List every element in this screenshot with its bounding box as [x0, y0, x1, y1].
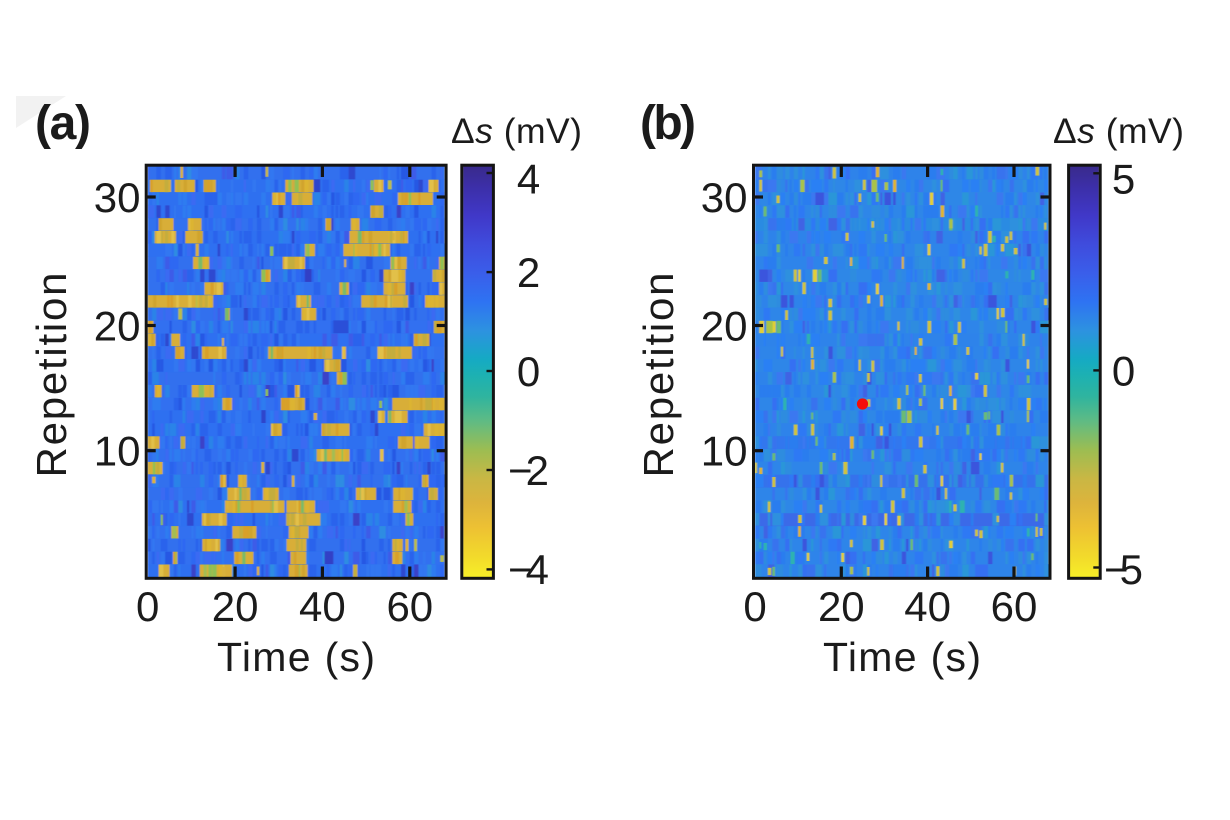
svg-text:0: 0 — [517, 348, 540, 395]
svg-text:−2: −2 — [508, 447, 549, 494]
svg-text:10: 10 — [701, 428, 748, 475]
svg-text:30: 30 — [701, 174, 748, 221]
svg-text:(a): (a) — [35, 97, 91, 150]
svg-text:2: 2 — [517, 249, 540, 296]
svg-text:−5: −5 — [1104, 546, 1143, 593]
svg-text:0: 0 — [743, 583, 766, 630]
svg-text:Repetition: Repetition — [28, 273, 75, 478]
svg-text:60: 60 — [991, 583, 1038, 630]
svg-text:0: 0 — [1112, 348, 1135, 395]
svg-text:10: 10 — [94, 428, 141, 475]
svg-text:Time (s): Time (s) — [217, 634, 375, 680]
svg-text:Time (s): Time (s) — [823, 634, 981, 680]
svg-text:40: 40 — [904, 583, 951, 630]
svg-text:20: 20 — [94, 302, 141, 349]
svg-text:0: 0 — [136, 583, 159, 630]
svg-text:20: 20 — [212, 583, 259, 630]
svg-text:40: 40 — [299, 583, 346, 630]
svg-text:−4: −4 — [508, 546, 549, 593]
svg-text:Δs (mV): Δs (mV) — [451, 111, 582, 151]
svg-text:4: 4 — [517, 156, 540, 203]
svg-text:Δs (mV): Δs (mV) — [1053, 111, 1184, 151]
svg-text:30: 30 — [94, 174, 141, 221]
svg-text:(b): (b) — [640, 97, 696, 150]
svg-text:5: 5 — [1112, 156, 1135, 203]
svg-text:20: 20 — [701, 302, 748, 349]
svg-text:Repetition: Repetition — [635, 273, 682, 478]
svg-text:20: 20 — [818, 583, 865, 630]
svg-text:60: 60 — [386, 583, 433, 630]
